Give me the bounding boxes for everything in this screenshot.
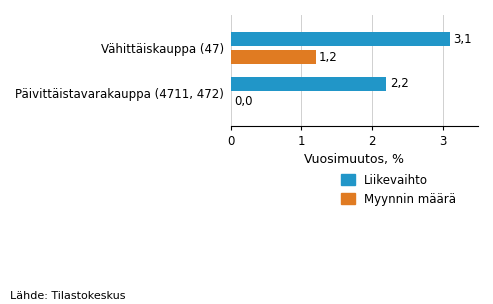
Text: 3,1: 3,1 bbox=[453, 33, 472, 46]
Text: 0,0: 0,0 bbox=[234, 95, 253, 108]
X-axis label: Vuosimuutos, %: Vuosimuutos, % bbox=[304, 153, 404, 166]
Bar bbox=[231, 77, 386, 91]
Bar bbox=[231, 32, 450, 47]
Text: 2,2: 2,2 bbox=[390, 77, 409, 90]
Legend: Liikevaihto, Myynnin määrä: Liikevaihto, Myynnin määrä bbox=[341, 174, 456, 206]
Bar bbox=[231, 50, 316, 64]
Text: Lähde: Tilastokeskus: Lähde: Tilastokeskus bbox=[10, 291, 125, 301]
Text: 1,2: 1,2 bbox=[319, 50, 338, 64]
